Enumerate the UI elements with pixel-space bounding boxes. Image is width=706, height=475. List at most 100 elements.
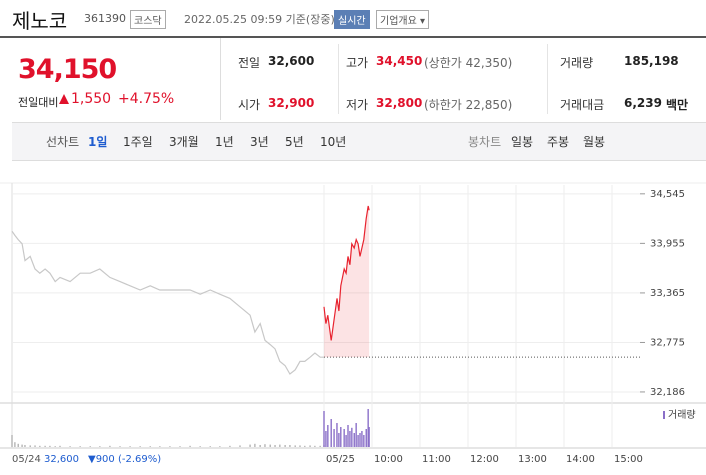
stat-label: 고가 — [346, 56, 369, 70]
tab-group-label: 봉차트 — [468, 135, 502, 149]
change-label: 전일대비 — [18, 96, 59, 109]
y-tick-label: 32,775 — [650, 337, 685, 348]
stat-label: 저가 — [346, 98, 369, 112]
x-tick-label: 15:00 — [614, 454, 643, 465]
candle-tab[interactable]: 월봉 — [583, 135, 606, 149]
up-icon — [59, 94, 69, 104]
tab-bar — [12, 122, 706, 161]
volume-bar — [179, 446, 181, 447]
volume-bar — [353, 433, 355, 447]
stat-value: 32,900 — [268, 96, 315, 110]
stat-value: 185,198 — [624, 54, 679, 68]
y-tick-label: 32,186 — [650, 387, 685, 398]
volume-bar — [219, 446, 221, 447]
volume-bar — [294, 445, 296, 447]
volume-bar — [49, 445, 51, 447]
volume-bar — [119, 446, 121, 447]
realtime-badge[interactable]: 실시간 — [334, 10, 370, 29]
stat-note: (하한가 22,850) — [424, 98, 513, 112]
market-badge: 코스닥 — [130, 10, 166, 29]
prev-day-date: 05/24 — [12, 454, 41, 465]
candle-tab[interactable]: 일봉 — [511, 135, 534, 149]
volume-bar — [34, 445, 36, 447]
volume-bar — [159, 446, 161, 447]
y-tick-label: 33,955 — [650, 238, 685, 249]
period-tab[interactable]: 1년 — [215, 135, 234, 149]
y-tick-label: 34,545 — [650, 189, 685, 200]
volume-bar — [299, 445, 301, 447]
timestamp: 2022.05.25 09:59 기준(장중) — [184, 13, 335, 26]
x-tick-label: 13:00 — [518, 454, 547, 465]
volume-bar — [340, 427, 342, 447]
overview-dropdown[interactable]: 기업개요 ▾ — [376, 10, 430, 29]
stat-value: 32,600 — [268, 54, 315, 68]
prev-day-close: 32,600 — [44, 454, 79, 465]
volume-bar — [17, 443, 19, 447]
volume-bar — [284, 445, 286, 447]
change-amount: 1,550 — [71, 91, 112, 107]
volume-bar — [209, 446, 211, 447]
volume-bar — [189, 445, 191, 447]
separator — [338, 44, 339, 114]
volume-bar — [327, 425, 329, 447]
volume-bar — [333, 429, 335, 447]
volume-bar — [319, 445, 321, 447]
volume-bar — [279, 444, 281, 447]
change-rate: +4.75% — [118, 91, 175, 107]
period-tab[interactable]: 10년 — [320, 135, 347, 149]
separator — [547, 44, 548, 114]
volume-bar — [345, 435, 347, 447]
stat-label: 거래대금 — [560, 98, 605, 112]
volume-bar — [89, 446, 91, 447]
volume-bar — [338, 433, 340, 447]
volume-bar — [309, 445, 311, 447]
volume-bar — [199, 446, 201, 447]
volume-bar — [109, 445, 111, 447]
volume-bar — [361, 431, 363, 447]
price-box — [12, 38, 221, 120]
tab-group-label: 선차트 — [46, 135, 80, 149]
volume-bar — [21, 444, 23, 447]
stock-code: 361390 — [84, 12, 126, 25]
x-tick-label: 12:00 — [470, 454, 499, 465]
volume-bar — [239, 445, 241, 447]
volume-bar — [29, 445, 31, 447]
period-tab[interactable]: 5년 — [285, 135, 304, 149]
volume-bar — [304, 445, 306, 447]
period-tab[interactable]: 3개월 — [169, 135, 199, 149]
price-line — [11, 230, 324, 375]
prev-day-change: ▼900 — [88, 454, 115, 465]
volume-bar — [229, 445, 231, 447]
x-tick-label: 14:00 — [566, 454, 595, 465]
volume-bar — [169, 446, 171, 447]
volume-bar — [39, 445, 41, 447]
volume-bar — [79, 446, 81, 447]
volume-bar — [14, 442, 16, 447]
volume-bar — [367, 409, 369, 447]
volume-bar — [325, 431, 327, 447]
volume-bar — [359, 433, 361, 447]
stat-label: 전일 — [238, 56, 261, 70]
volume-bar — [355, 423, 357, 447]
period-tab[interactable]: 1주일 — [123, 135, 153, 149]
volume-bar — [129, 446, 131, 447]
volume-bar — [139, 446, 141, 447]
volume-bar — [259, 445, 261, 447]
candle-tab[interactable]: 주봉 — [547, 135, 570, 149]
volume-bar — [24, 445, 26, 447]
x-tick-label: 10:00 — [374, 454, 403, 465]
volume-bar — [351, 427, 353, 447]
period-tab[interactable]: 3년 — [250, 135, 269, 149]
current-price: 34,150 — [18, 54, 117, 85]
volume-bar — [314, 445, 316, 447]
volume-bar — [330, 419, 332, 447]
header — [0, 0, 706, 38]
stat-label: 거래량 — [560, 56, 594, 70]
prev-day-rate: (-2.69%) — [118, 454, 161, 465]
period-tab[interactable]: 1일 — [88, 135, 108, 149]
stat-unit: 백만 — [666, 98, 689, 112]
x-tick-label: 05/25 — [326, 454, 355, 465]
stat-value: 32,800 — [376, 96, 423, 110]
volume-legend-swatch — [663, 411, 665, 419]
price-line — [323, 205, 370, 341]
